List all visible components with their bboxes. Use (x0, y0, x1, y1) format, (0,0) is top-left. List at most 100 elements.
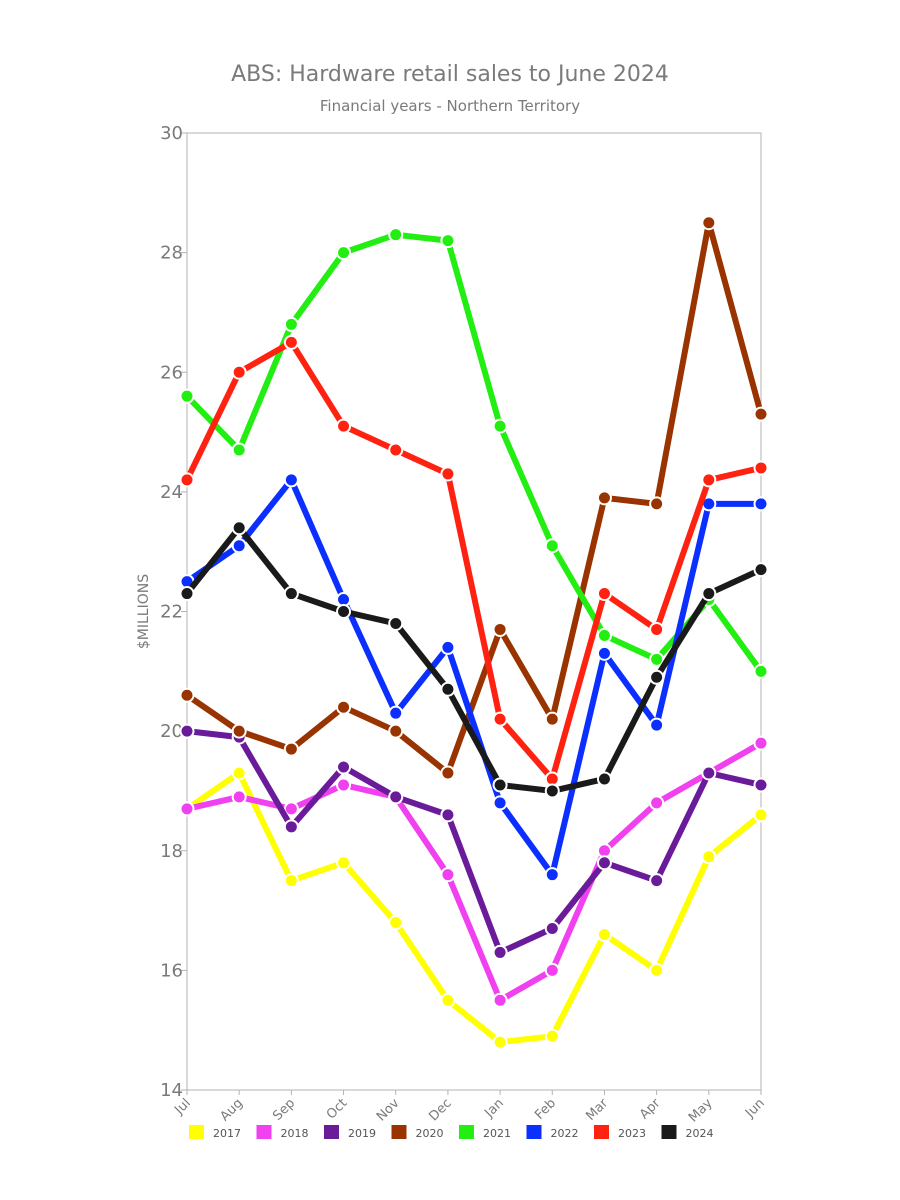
data-point-2020-Jun (753, 406, 769, 422)
data-point-2021-Mar (596, 627, 612, 643)
data-point-2019-Sep (283, 819, 299, 835)
data-point-2023-Mar (596, 586, 612, 602)
y-tick-label: 30 (160, 123, 183, 144)
data-point-2021-Jun (753, 663, 769, 679)
legend-item-2022: 2022 (526, 1125, 579, 1140)
x-tick-label: Feb (532, 1096, 559, 1123)
legend-swatch (391, 1125, 407, 1139)
data-point-2020-Jan (492, 621, 508, 637)
data-point-2018-Dec (440, 867, 456, 883)
chart-subtitle: Financial years - Northern Territory (319, 97, 581, 115)
x-tick-label: Nov (374, 1096, 403, 1125)
data-point-2024-Mar (596, 771, 612, 787)
y-tick-label: 26 (160, 362, 183, 383)
series-line-2022 (184, 476, 764, 878)
data-point-2021-Nov (388, 227, 404, 243)
y-tick-label: 18 (160, 841, 183, 862)
data-point-2017-Aug (231, 765, 247, 781)
data-point-2017-Mar (596, 926, 612, 942)
data-point-2017-Jan (492, 1034, 508, 1050)
data-point-2021-Apr (649, 651, 665, 667)
legend-swatch (324, 1125, 339, 1139)
data-point-2023-Jul (179, 472, 195, 488)
data-point-2024-Feb (544, 783, 560, 799)
x-tick-label: Oct (324, 1096, 351, 1123)
data-point-2021-Jan (492, 418, 508, 434)
legend-label: 2019 (348, 1127, 376, 1140)
data-point-2019-Oct (336, 759, 352, 775)
data-point-2018-Aug (231, 789, 247, 805)
data-point-2020-Dec (440, 765, 456, 781)
series-line-2023 (184, 339, 764, 782)
series-line-2020 (184, 219, 764, 776)
data-point-2017-Nov (388, 915, 404, 931)
legend-item-2017: 2017 (189, 1125, 241, 1140)
data-point-2023-Oct (336, 418, 352, 434)
data-point-2017-Feb (544, 1028, 560, 1044)
data-point-2023-Dec (440, 466, 456, 482)
data-point-2018-Jan (492, 992, 508, 1008)
data-point-2017-Sep (283, 873, 299, 889)
data-point-2020-Aug (231, 723, 247, 739)
y-tick-label: 20 (160, 721, 183, 742)
legend-label: 2022 (551, 1127, 579, 1140)
y-axis-label: $MILLIONS (136, 574, 152, 649)
data-point-2023-Nov (388, 442, 404, 458)
x-tick-label: Sep (270, 1096, 298, 1124)
data-point-2019-Nov (388, 789, 404, 805)
series-2018 (179, 735, 769, 1008)
chart-title: ABS: Hardware retail sales to June 2024 (231, 62, 669, 87)
x-tick-label: Jun (742, 1096, 768, 1122)
x-tick-label: May (686, 1096, 716, 1126)
data-point-2022-Nov (388, 705, 404, 721)
data-point-2020-Apr (649, 496, 665, 512)
data-point-2022-Dec (440, 639, 456, 655)
data-point-2020-Mar (596, 490, 612, 506)
data-point-2022-Sep (283, 472, 299, 488)
data-point-2019-Feb (544, 921, 560, 937)
data-point-2024-Oct (336, 604, 352, 619)
data-point-2020-Feb (544, 711, 560, 727)
data-point-2018-Jun (753, 735, 769, 751)
legend-label: 2021 (483, 1127, 511, 1140)
legend-label: 2017 (213, 1127, 241, 1140)
legend-item-2018: 2018 (256, 1125, 309, 1140)
data-point-2023-Sep (283, 334, 299, 350)
data-point-2023-Aug (231, 364, 247, 380)
data-point-2021-Sep (283, 316, 299, 332)
data-point-2018-Feb (544, 962, 560, 978)
data-point-2023-May (701, 472, 717, 488)
data-point-2024-Sep (283, 586, 299, 602)
legend-swatch (189, 1125, 204, 1139)
series-2024 (179, 520, 769, 799)
data-point-2020-Sep (283, 741, 299, 757)
data-point-2022-Mar (596, 645, 612, 661)
data-point-2022-Apr (649, 717, 665, 733)
data-point-2023-Jun (753, 460, 769, 476)
series-line-2017 (184, 769, 764, 1046)
legend-swatch (594, 1125, 609, 1139)
legend-swatch (459, 1125, 474, 1139)
data-point-2019-Jul (179, 723, 195, 739)
data-point-2020-May (701, 215, 717, 231)
data-point-2021-Jul (179, 388, 195, 404)
data-point-2023-Apr (649, 621, 665, 637)
y-tick-label: 22 (160, 602, 183, 623)
y-tick-label: 14 (160, 1080, 183, 1101)
plot-frame (186, 132, 762, 1091)
data-point-2018-Oct (336, 777, 352, 793)
series-2022 (179, 472, 769, 883)
data-point-2018-Jul (179, 801, 195, 817)
data-point-2019-May (701, 765, 717, 781)
data-point-2024-Apr (649, 669, 665, 685)
x-tick-label: Dec (426, 1096, 454, 1124)
data-point-2017-Dec (440, 992, 456, 1008)
data-point-2017-Jun (753, 807, 769, 823)
data-point-2021-Feb (544, 538, 560, 554)
data-point-2019-Mar (596, 855, 612, 871)
data-point-2022-Jan (492, 795, 508, 811)
data-point-2017-Apr (649, 962, 665, 978)
data-point-2019-Jan (492, 944, 508, 960)
legend-item-2024: 2024 (661, 1125, 714, 1140)
